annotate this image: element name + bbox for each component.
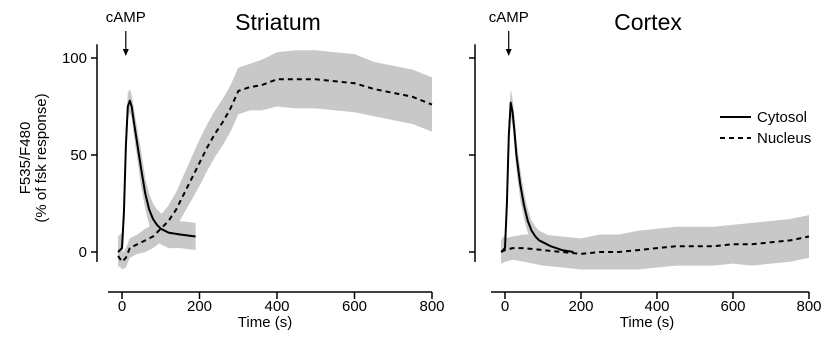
y-axis-label-line1: F535/F480 <box>17 122 34 195</box>
x-tick-label: 400 <box>644 298 669 315</box>
y-tick-label: 50 <box>70 147 87 164</box>
camp-arrow-icon <box>505 49 512 56</box>
y-axis-label-line2: (% of fsk response) <box>33 93 50 222</box>
camp-annotation: cAMP <box>106 9 146 26</box>
legend: Cytosol Nucleus <box>720 109 811 147</box>
series-line-cytosol <box>500 101 574 253</box>
panel-title: Cortex <box>614 9 682 35</box>
x-tick-label: 600 <box>720 298 745 315</box>
cortex-panel: 0 200 400 600 800 Time (s) Cortex cAMP <box>469 9 822 331</box>
x-tick-label: 400 <box>264 298 289 315</box>
x-tick-label: 200 <box>568 298 593 315</box>
x-tick-label: 0 <box>118 298 126 315</box>
panel-title: Striatum <box>235 9 321 35</box>
striatum-panel: 0 50 100 0 200 400 600 800 Time (s) F535/F480 (% o… <box>17 9 445 331</box>
x-axis-label: Time (s) <box>238 314 292 331</box>
series-line-nucleus <box>500 235 810 255</box>
band-nucleus <box>118 50 432 270</box>
x-tick-label: 200 <box>187 298 212 315</box>
x-tick-label: 800 <box>419 298 444 315</box>
x-tick-label: 800 <box>796 298 821 315</box>
legend-label-cytosol: Cytosol <box>757 109 807 126</box>
band-nucleus <box>501 215 809 270</box>
x-axis-label: Time (s) <box>620 314 674 331</box>
legend-label-nucleus: Nucleus <box>757 130 811 147</box>
camp-annotation: cAMP <box>489 9 529 26</box>
series-line-nucleus <box>117 78 433 263</box>
camp-arrow-icon <box>122 49 129 56</box>
y-tick-label: 0 <box>79 244 87 261</box>
x-tick-label: 0 <box>501 298 509 315</box>
series-line-cytosol <box>117 99 196 253</box>
y-tick-label: 100 <box>62 50 87 67</box>
x-tick-label: 600 <box>342 298 367 315</box>
